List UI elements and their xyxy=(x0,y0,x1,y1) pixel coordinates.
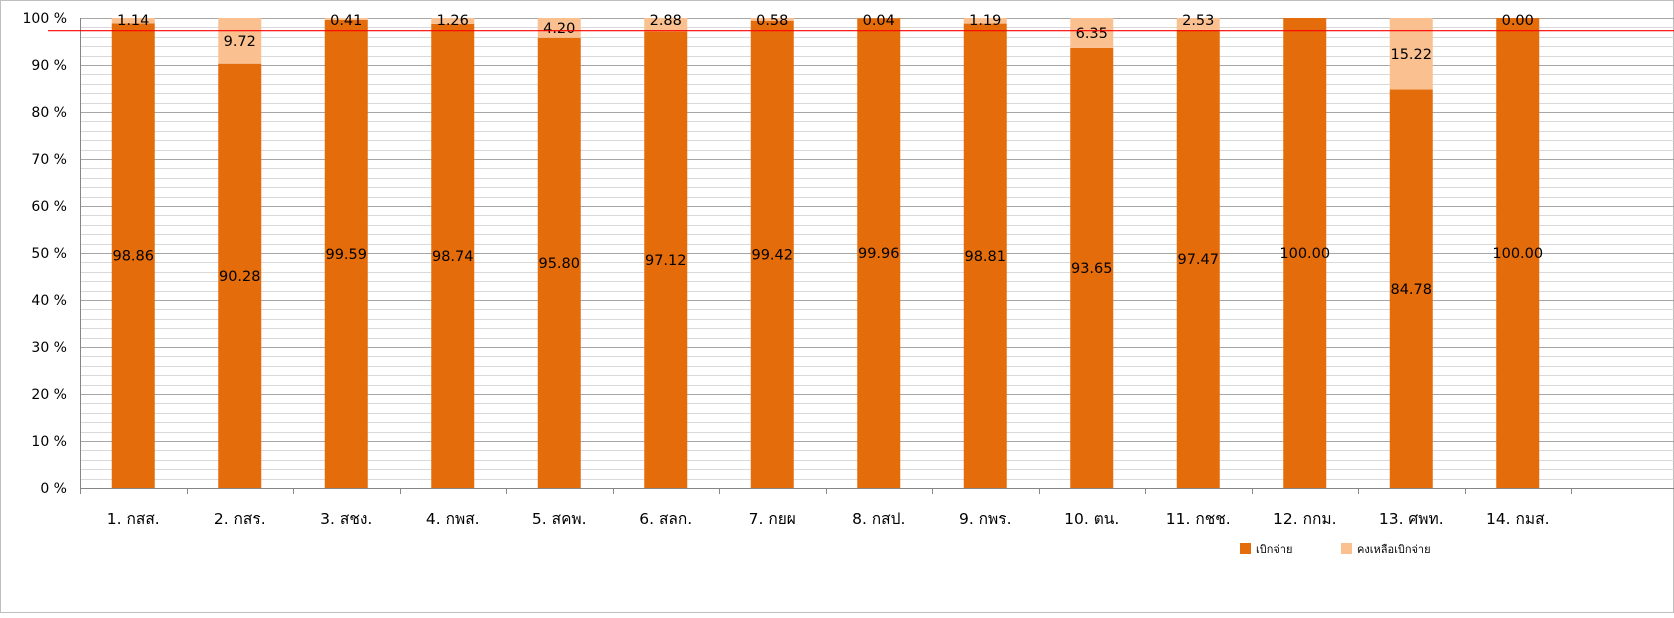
data-label-remaining: 0.04 xyxy=(863,13,895,29)
y-tick-label: 100 % xyxy=(23,11,67,27)
data-label-disbursed: 98.81 xyxy=(964,249,1006,265)
x-tick-label: 2. กสร. xyxy=(214,510,266,528)
data-label-remaining: 2.53 xyxy=(1182,13,1214,29)
data-label-disbursed: 97.47 xyxy=(1177,252,1219,268)
data-label-disbursed: 98.86 xyxy=(112,249,154,265)
y-tick-label: 50 % xyxy=(31,246,67,262)
x-tick-label: 12. กกม. xyxy=(1273,510,1337,528)
x-tick-label: 13. ศพท. xyxy=(1379,510,1444,528)
data-label-disbursed: 93.65 xyxy=(1071,261,1113,277)
legend-swatch-remaining xyxy=(1341,543,1352,554)
data-label-disbursed: 95.80 xyxy=(538,256,580,272)
y-tick-label: 20 % xyxy=(31,387,67,403)
y-tick-label: 0 % xyxy=(40,481,67,497)
legend-label-remaining: คงเหลือเบิกจ่าย xyxy=(1357,543,1431,556)
y-tick-label: 60 % xyxy=(31,199,67,215)
data-label-disbursed: 97.12 xyxy=(645,253,687,269)
y-tick-label: 70 % xyxy=(31,152,67,168)
legend-swatch-disbursed xyxy=(1240,543,1251,554)
data-label-remaining: 2.88 xyxy=(650,13,682,29)
y-tick-label: 30 % xyxy=(31,340,67,356)
data-label-disbursed: 98.74 xyxy=(432,249,474,265)
data-label-remaining: 0.58 xyxy=(756,13,788,29)
data-label-disbursed: 100.00 xyxy=(1492,246,1543,262)
data-label-disbursed: 84.78 xyxy=(1390,282,1432,298)
data-label-disbursed: 99.42 xyxy=(751,247,793,263)
data-label-remaining: 0.00 xyxy=(1502,13,1534,29)
data-label-remaining: 1.26 xyxy=(437,13,469,29)
x-tick-label: 4. กพส. xyxy=(426,510,480,528)
x-tick-label: 5. สคพ. xyxy=(532,510,587,528)
x-tick-label: 3. สชง. xyxy=(320,510,372,528)
legend-label-disbursed: เบิกจ่าย xyxy=(1256,543,1292,556)
x-tick-label: 8. กสป. xyxy=(852,510,905,528)
data-label-remaining: 15.22 xyxy=(1390,47,1432,63)
data-label-remaining: 6.35 xyxy=(1076,26,1108,42)
data-label-remaining: 1.19 xyxy=(969,13,1001,29)
x-tick-label: 6. สลก. xyxy=(639,510,692,528)
data-label-disbursed: 99.96 xyxy=(858,246,900,262)
data-label-remaining: 1.14 xyxy=(117,13,149,29)
y-tick-label: 40 % xyxy=(31,293,67,309)
x-tick-label: 9. กพร. xyxy=(959,510,1012,528)
x-tick-label: 11. กชช. xyxy=(1166,510,1231,528)
x-tick-label: 1. กสส. xyxy=(107,510,160,528)
data-label-remaining: 0.41 xyxy=(330,13,362,29)
data-label-remaining: 9.72 xyxy=(224,34,256,50)
data-label-disbursed: 100.00 xyxy=(1279,246,1330,262)
x-tick-label: 10. ตน. xyxy=(1064,510,1119,528)
x-tick-label: 7. กยผ xyxy=(749,510,796,528)
data-label-disbursed: 90.28 xyxy=(219,269,261,285)
x-tick-label: 14. กมส. xyxy=(1486,510,1550,528)
data-label-disbursed: 99.59 xyxy=(325,247,367,263)
data-label-remaining: 4.20 xyxy=(543,21,575,37)
y-tick-label: 80 % xyxy=(31,105,67,121)
y-tick-label: 90 % xyxy=(31,58,67,74)
y-tick-label: 10 % xyxy=(31,434,67,450)
